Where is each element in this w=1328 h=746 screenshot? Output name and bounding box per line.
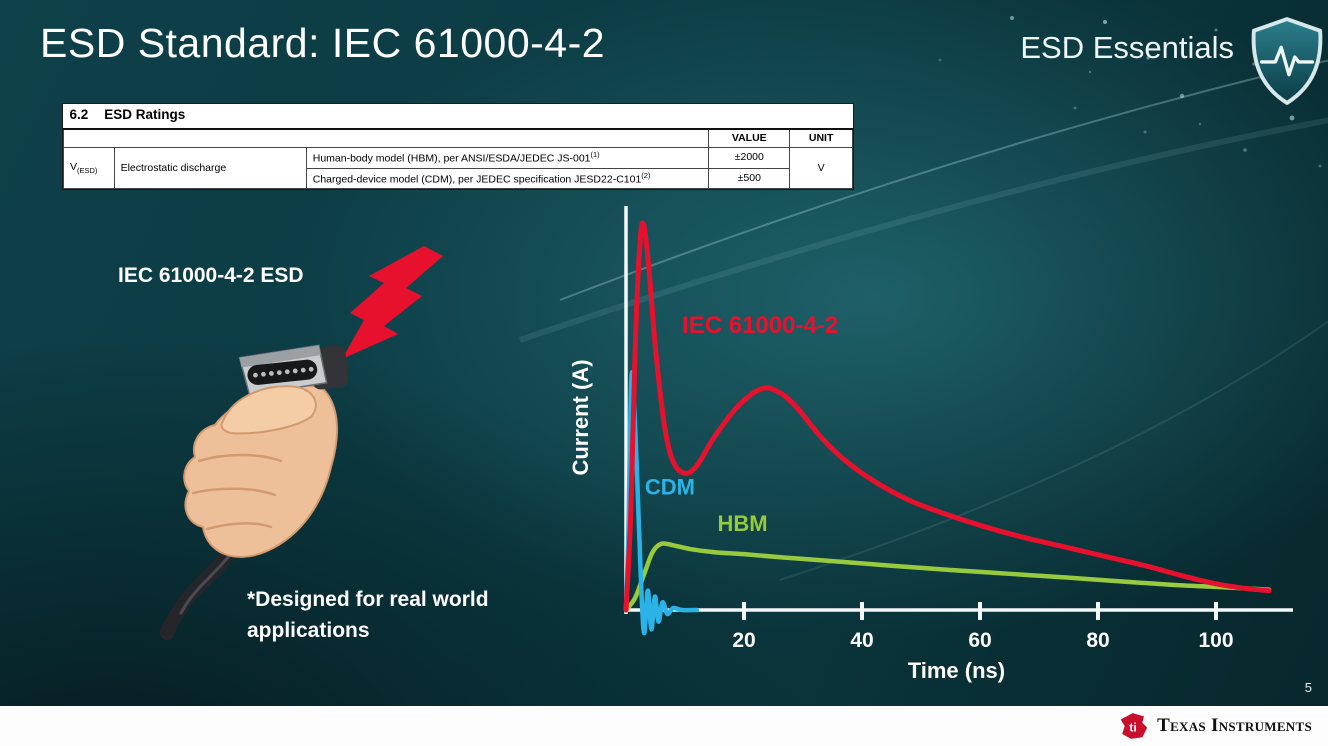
x-tick-label: 80: [1086, 629, 1109, 652]
pulse-line-icon: [1259, 45, 1315, 77]
table-section-header: 6.2 ESD Ratings: [63, 104, 853, 130]
esd-shield-icon: [1251, 17, 1323, 105]
hbm-description: Human-body model (HBM), per ANSI/ESDA/JE…: [305, 147, 710, 169]
streak-line: [559, 59, 1328, 301]
streak-line: [779, 320, 1328, 581]
series-label: HBM: [717, 511, 767, 536]
streak-line: [519, 117, 1328, 343]
ti-logo-text: Texas Instruments: [1157, 715, 1312, 736]
hbm-value: ±2000: [708, 147, 791, 169]
cdm-description: Charged-device model (CDM), per JEDEC sp…: [305, 167, 710, 190]
table-row: V(ESD) Electrostatic discharge Human-bod…: [63, 146, 853, 190]
illustration-label: IEC 61000-4-2 ESD: [118, 264, 304, 287]
lightning-bolt-icon: [342, 246, 443, 359]
finger-creases: [191, 453, 283, 531]
series-label: CDM: [645, 475, 695, 500]
esd-ratings-table: 6.2 ESD Ratings VALUE UNIT V(ESD) Electro…: [62, 103, 854, 191]
table-row: Charged-device model (CDM), per JEDEC sp…: [64, 167, 853, 190]
x-tick-label: 60: [968, 629, 991, 652]
cdm-value: ±500: [708, 167, 791, 190]
unit-cell: V: [789, 146, 853, 190]
footnote-line-2: applications: [247, 619, 370, 642]
connector-pins: [253, 366, 314, 378]
y-axis-title: Current (A): [568, 359, 593, 475]
x-tick-label: 40: [850, 629, 873, 652]
footnote: *Designed for real world applications: [247, 584, 489, 646]
x-axis-title: Time (ns): [908, 658, 1005, 683]
series-iec-61000-4-2: [623, 220, 1272, 613]
ti-logo-icon: ti: [1120, 713, 1148, 739]
footer-bar: ti Texas Instruments: [0, 706, 1328, 746]
brand-title: ESD Essentials: [1020, 30, 1234, 65]
col-header-unit: UNIT: [789, 128, 853, 148]
section-number: 6.2: [69, 107, 89, 122]
section-title: ESD Ratings: [104, 107, 186, 122]
waveform-chart: 20 40 60 80 100 Time (ns) Current (A) IEC 61000…: [568, 206, 1293, 683]
series-label: IEC 61000-4-2: [682, 312, 838, 339]
param-description: Electrostatic discharge: [113, 146, 307, 190]
x-tick-label: 100: [1198, 629, 1233, 652]
blank-header-cell: [62, 128, 710, 148]
hand-with-connector-illustration: [160, 344, 349, 640]
hdmi-connector: [238, 344, 349, 396]
footnote-line-1: *Designed for real world: [247, 588, 489, 611]
page-number: 5: [1304, 680, 1312, 695]
brand-lockup: ESD Essentials: [1020, 16, 1328, 106]
col-header-value: VALUE: [708, 128, 791, 148]
x-tick-label: 20: [732, 629, 755, 652]
hand-thumb: [220, 385, 317, 435]
page-title: ESD Standard: IEC 61000-4-2: [40, 20, 606, 66]
svg-text:ti: ti: [1130, 721, 1137, 735]
series-cdm: [623, 370, 700, 636]
series-hbm: [623, 541, 1272, 613]
param-symbol: V(ESD): [63, 146, 115, 190]
